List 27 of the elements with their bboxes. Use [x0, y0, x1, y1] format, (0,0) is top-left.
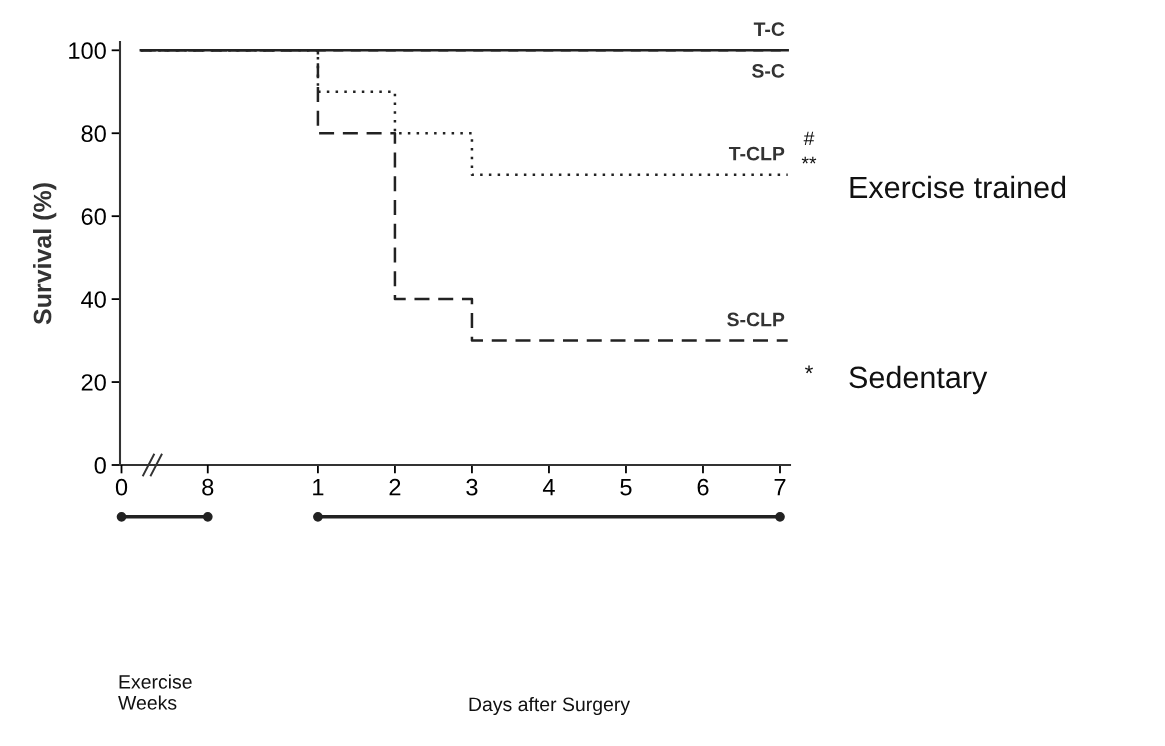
x-tick-label: 5: [620, 479, 632, 496]
y-tick-label: 100: [69, 42, 106, 60]
y-tick-label: 0: [94, 457, 106, 474]
text: Days after Surgery: [469, 696, 631, 716]
y-tick-label: 80: [81, 125, 106, 143]
text: *: [805, 365, 813, 374]
series-label: T-CLP: [728, 146, 785, 161]
series-label: S-CLP: [727, 312, 785, 327]
series-label: T-C: [753, 22, 785, 37]
text: Exercise trained: [850, 175, 1066, 199]
y-tick-label: 60: [81, 208, 106, 225]
series-label: S-C: [751, 63, 785, 78]
y-tick-label: 20: [81, 374, 106, 391]
x-tick-label: 7: [774, 479, 786, 496]
text: Sedentary: [849, 365, 988, 395]
text: **: [801, 156, 817, 164]
y-tick-label: 40: [81, 291, 106, 308]
x-tick-label: 1: [313, 479, 324, 496]
x-tick-label: 6: [697, 478, 709, 496]
text: #: [803, 131, 815, 146]
x-tick-label: 4: [542, 479, 555, 496]
x-tick-label: 2: [389, 478, 401, 496]
x-tick-label: 3: [466, 478, 478, 496]
x2-tick-label: 8: [202, 478, 214, 496]
x2-tick-label: 0: [115, 478, 128, 496]
text: Exercise Weeks: [118, 674, 192, 710]
y-axis-title: Survival (%): [33, 183, 57, 325]
